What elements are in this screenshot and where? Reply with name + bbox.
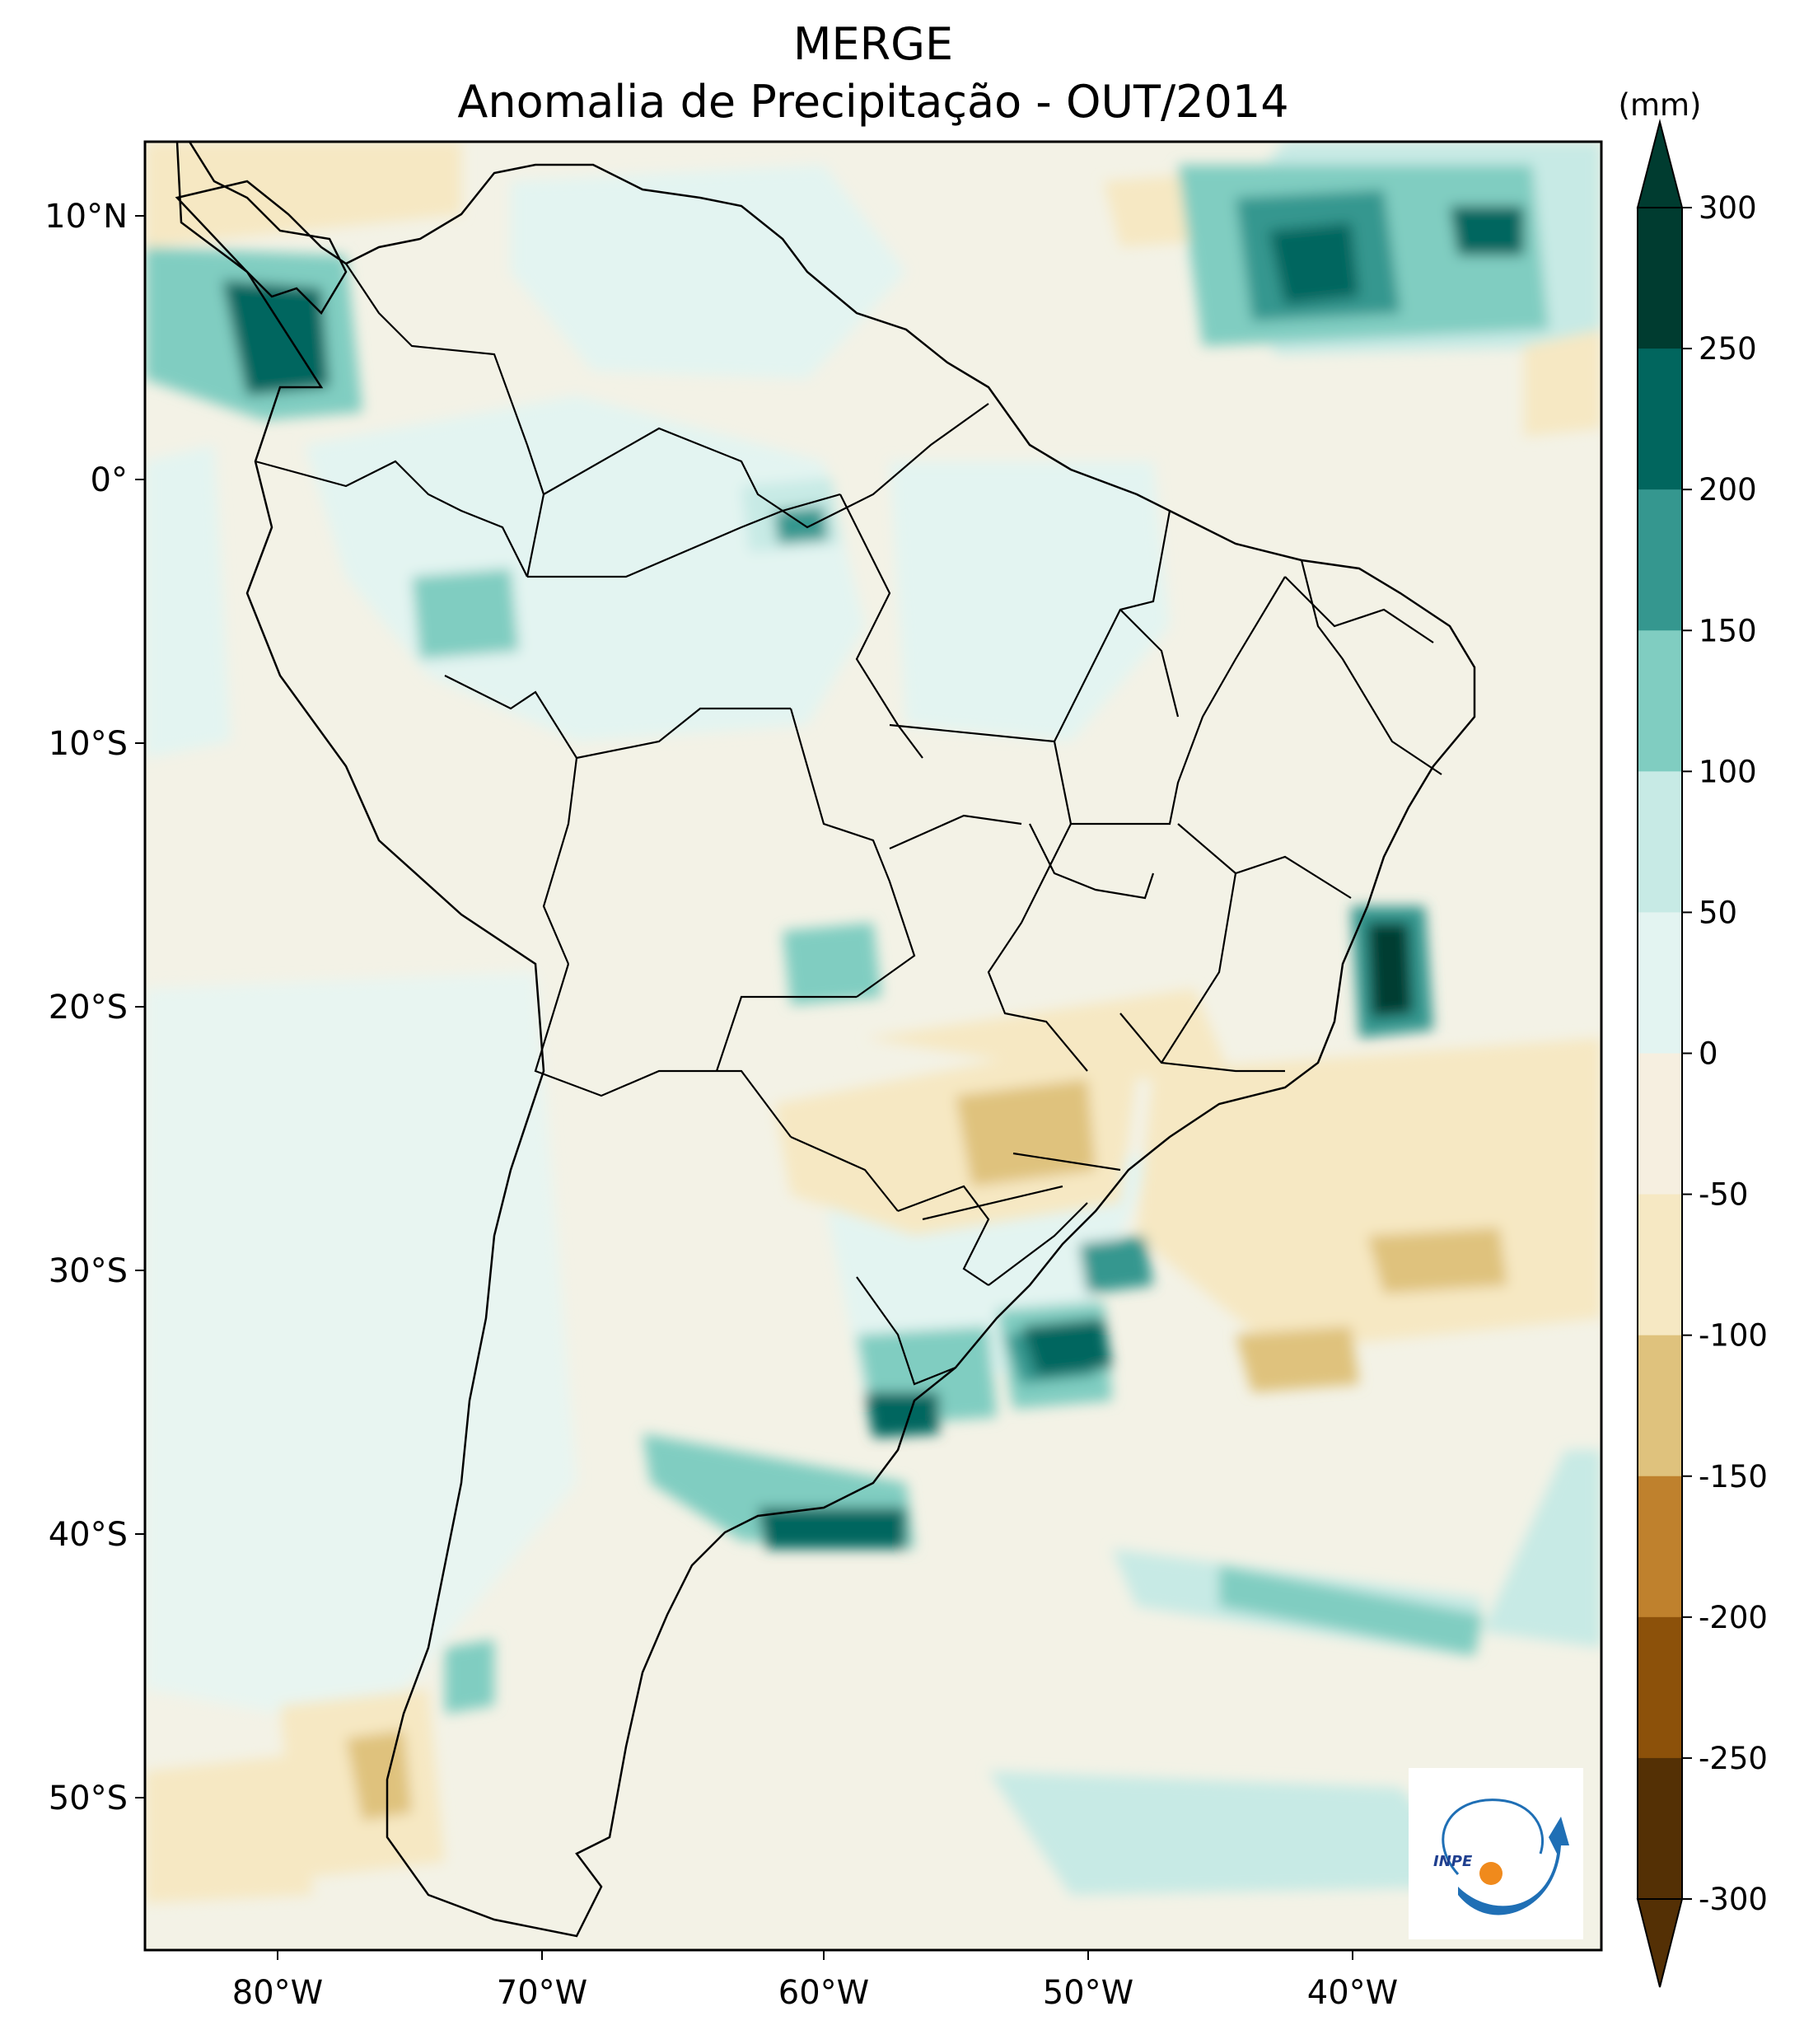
anomaly-field bbox=[145, 142, 1601, 1903]
lat-label-10n: 10°N bbox=[44, 198, 128, 236]
colorbar-band bbox=[1638, 1757, 1682, 1900]
colorbar-bottom-extend bbox=[1636, 1898, 1684, 1988]
colorbar-bands bbox=[1638, 208, 1682, 1900]
sun-icon bbox=[1479, 1862, 1503, 1885]
lon-label-50w: 50°W bbox=[1043, 1974, 1133, 2012]
figure-subtitle: Anomalia de Precipitação - OUT/2014 bbox=[457, 76, 1289, 128]
colorbar-band bbox=[1638, 1476, 1682, 1618]
colorbar-tick-label: 50 bbox=[1699, 895, 1737, 930]
lat-label-40s: 40°S bbox=[49, 1516, 128, 1554]
colorbar-band bbox=[1638, 1335, 1682, 1477]
colorbar-tick-label: 0 bbox=[1699, 1036, 1718, 1072]
colorbar-band bbox=[1638, 1194, 1682, 1336]
latitude-axis: 10°N 0° 10°S 20°S 30°S 40°S 50°S bbox=[44, 198, 145, 1817]
longitude-axis: 80°W 70°W 60°W 50°W 40°W bbox=[232, 1950, 1398, 2012]
colorbar-band bbox=[1638, 208, 1682, 349]
colorbar-tick-label: -50 bbox=[1699, 1177, 1748, 1213]
lat-label-0: 0° bbox=[91, 461, 128, 499]
lat-label-50s: 50°S bbox=[49, 1780, 128, 1817]
colorbar-tick-label: -300 bbox=[1699, 1882, 1768, 1917]
arrow-icon bbox=[1458, 1817, 1569, 1915]
colorbar-band bbox=[1638, 1053, 1682, 1195]
inpe-logo: INPE bbox=[1409, 1768, 1583, 1939]
colorbar-tick-label: -100 bbox=[1699, 1318, 1768, 1354]
colorbar-tick-label: 300 bbox=[1699, 190, 1757, 226]
lon-label-70w: 70°W bbox=[497, 1974, 587, 2012]
colorbar-band bbox=[1638, 489, 1682, 631]
colorbar-tick-label: 150 bbox=[1699, 613, 1757, 648]
lon-label-80w: 80°W bbox=[232, 1974, 323, 2012]
colorbar-tick-label: -150 bbox=[1699, 1459, 1768, 1494]
south-america-coastline bbox=[175, 163, 1476, 1938]
colorbar-band bbox=[1638, 348, 1682, 490]
colorbar-ticks: 300 250 200 150 100 50 0 -50 -100 -150 -200 -250 -30… bbox=[1682, 190, 1768, 1917]
colorbar-band bbox=[1638, 1616, 1682, 1759]
map-panel bbox=[145, 142, 1601, 1950]
inpe-logo-text: INPE bbox=[1433, 1853, 1473, 1870]
map-frame bbox=[143, 140, 1603, 1952]
colorbar: (mm) 300 250 200 150 100 50 0 -50 -100 -150 -200 -2… bbox=[1619, 87, 1768, 1988]
central-america-coastline bbox=[175, 142, 348, 316]
lat-label-10s: 10°S bbox=[49, 725, 128, 763]
colorbar-band bbox=[1638, 771, 1682, 913]
colorbar-band bbox=[1638, 912, 1682, 1054]
colorbar-tick-label: -200 bbox=[1699, 1600, 1768, 1635]
colorbar-band bbox=[1638, 630, 1682, 772]
figure-title: MERGE bbox=[792, 18, 954, 70]
orbit-icon bbox=[1442, 1798, 1545, 1875]
colorbar-tick-label: 250 bbox=[1699, 331, 1757, 367]
political-borders bbox=[255, 263, 1442, 1386]
colorbar-top-extend bbox=[1636, 119, 1684, 208]
lat-label-30s: 30°S bbox=[49, 1252, 128, 1290]
colorbar-unit: (mm) bbox=[1619, 87, 1702, 123]
colorbar-tick-label: 100 bbox=[1699, 754, 1757, 789]
colorbar-tick-label: -250 bbox=[1699, 1741, 1768, 1776]
lon-label-40w: 40°W bbox=[1307, 1974, 1398, 2012]
colorbar-tick-label: 200 bbox=[1699, 472, 1757, 507]
lat-label-20s: 20°S bbox=[49, 989, 128, 1027]
lon-label-60w: 60°W bbox=[778, 1974, 869, 2012]
